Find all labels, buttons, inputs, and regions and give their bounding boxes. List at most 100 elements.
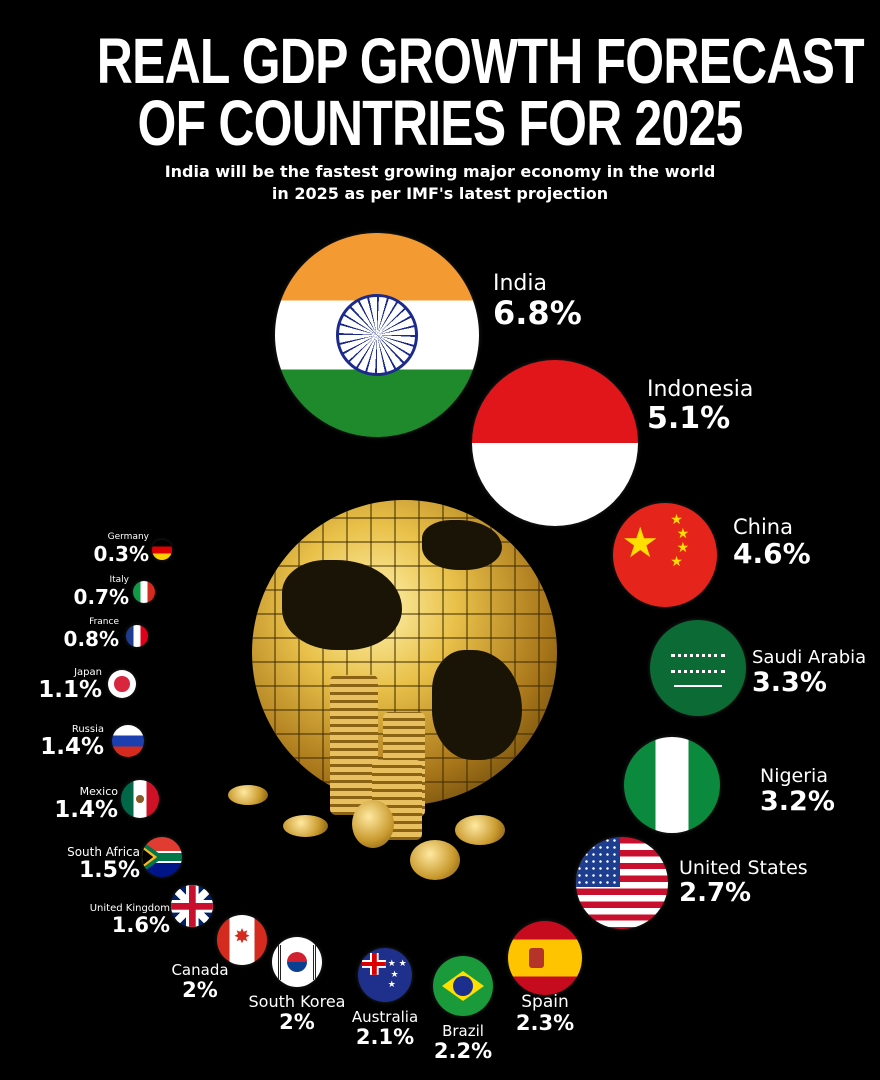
growth-value: 2.3% [515,1010,575,1035]
globe-landmass [432,650,522,760]
country-name: Australia [351,1008,419,1026]
growth-value: 1.5% [78,858,140,884]
brazil-flag-icon [433,956,493,1016]
sun-disc [114,676,130,692]
trigrams [278,944,316,980]
china-flag-icon: ★ ★ ★ ★ ★ [613,503,717,607]
country-name: Nigeria [760,765,828,787]
growth-value: 0.8% [63,626,119,651]
growth-value: 0.7% [73,584,129,609]
coin-stack [330,675,378,815]
country-name: China [733,515,793,539]
saudi-arabia-flag-icon [650,620,746,716]
flag-part [472,360,638,526]
triangle [142,848,154,866]
globe-landmass [282,560,402,650]
flag-part [152,540,172,560]
growth-value: 6.8% [493,294,582,333]
canada-label: Canada 2% [171,962,228,1002]
growth-value: 2.7% [679,877,752,908]
globe-landmass [422,520,502,570]
country-name: Italy [109,575,129,585]
nigeria-label: Nigeria 3.2% [760,766,835,817]
growth-value: 1.4% [40,734,104,760]
globe-illustration [252,500,557,805]
star-icon: ★ ★ ★ ★ [670,512,692,571]
coin [228,785,268,805]
country-name: Brazil [442,1022,484,1040]
coin [352,800,394,848]
flag-part [624,737,720,833]
union-jack [362,953,387,975]
shahada-script [671,653,725,674]
indonesia-flag-icon [472,360,638,526]
title-line-1: REAL GDP GROWTH FORECAST [96,25,865,97]
star-icon: ★ [621,517,659,567]
country-name: South Korea [248,992,346,1011]
india-flag-icon [275,233,479,437]
flag-part [112,725,144,757]
growth-value: 5.1% [647,401,731,437]
japan-label: Japan 1.1% [38,667,102,703]
flag-part [171,885,213,927]
country-name: United Kingdom [89,903,170,914]
italy-flag-icon [133,581,155,603]
title-line-2: OF COUNTRIES FOR 2025 [137,87,744,159]
growth-value: 1.6% [111,913,170,937]
growth-value: 2.1% [355,1024,415,1049]
country-name: Canada [171,961,229,979]
mexico-flag-icon [121,780,159,818]
growth-value: 4.6% [733,537,811,571]
country-name: Spain [521,992,569,1012]
country-name: Saudi Arabia [752,647,867,668]
coin [283,815,328,837]
subtitle-line-1: India will be the fastest growing major … [164,162,716,181]
country-name: Japan [74,667,102,678]
country-name: United States [679,857,808,879]
growth-value: 0.3% [93,541,149,566]
coin [410,840,460,880]
subtitle-line-2: in 2025 as per IMF's latest projection [271,184,609,203]
growth-value: 1.4% [54,797,118,824]
globe-icon [452,975,474,997]
country-name: France [89,617,119,627]
country-name: South Africa [67,845,140,859]
growth-value: 3.2% [760,785,835,817]
country-name: Mexico [79,785,118,798]
mexico-label: Mexico 1.4% [54,785,118,824]
south-korea-flag-icon [272,937,322,987]
france-flag-icon [126,625,148,647]
subtitle: India will be the fastest growing major … [0,161,880,205]
spain-label: Spain 2.3% [516,993,574,1035]
united-states-label: United States 2.7% [679,858,808,907]
taegeuk-icon [287,952,307,972]
indonesia-label: Indonesia 5.1% [647,377,753,437]
russia-flag-icon [112,725,144,757]
flag-part [133,581,155,603]
flag-part [217,915,267,965]
coin [455,815,505,845]
russia-label: Russia 1.4% [40,724,104,760]
saudi-arabia-label: Saudi Arabia 3.3% [752,648,866,697]
india-label: India 6.8% [493,271,582,333]
south-korea-label: South Korea 2% [249,993,346,1034]
growth-value: 3.3% [752,666,827,698]
canada-flag-icon: ✸ [217,915,267,965]
france-label: France 0.8% [63,617,119,651]
coat-of-arms-icon [528,947,544,969]
country-name: Russia [71,724,104,735]
flag-part [650,620,746,716]
australia-label: Australia 2.1% [352,1009,418,1049]
brazil-label: Brazil 2.2% [434,1023,492,1063]
south-africa-flag-icon [142,837,182,877]
flag-part [613,503,717,607]
germany-label: Germany 0.3% [93,532,149,566]
growth-value: 1.1% [38,677,102,703]
country-name: Germany [107,532,149,542]
sword-icon [674,685,722,688]
japan-flag-icon [108,670,136,698]
south-africa-label: South Africa 1.5% [67,845,140,884]
china-label: China 4.6% [733,515,811,571]
ashoka-chakra-icon [336,294,418,376]
maple-leaf-icon: ✸ [233,924,251,948]
